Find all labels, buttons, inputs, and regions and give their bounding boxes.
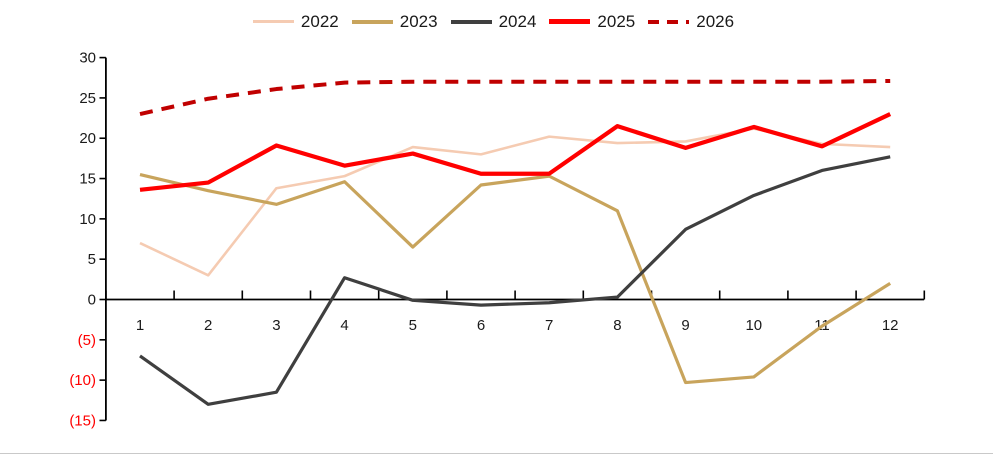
- x-tick-label: 1: [136, 317, 144, 334]
- legend-item: 2023: [351, 12, 444, 31]
- x-tick-label: 9: [681, 317, 689, 334]
- bottom-divider: [0, 453, 993, 454]
- series-line-2024: [139, 155, 891, 406]
- legend-item: 2026: [648, 13, 740, 30]
- legend-label: 2025: [597, 12, 636, 31]
- x-tick-label: 7: [545, 317, 553, 334]
- y-tick-label: (15): [69, 412, 96, 429]
- chart-legend: 2022 2023 2024 2025 2026: [0, 13, 993, 30]
- series-line-2023: [139, 172, 892, 385]
- y-tick-label: (10): [69, 372, 96, 389]
- legend-label: 2026: [696, 12, 735, 31]
- series-line-2025: [139, 112, 892, 192]
- x-tick-label: 5: [409, 317, 417, 334]
- legend-swatch-line: [351, 19, 393, 24]
- x-tick-label: 4: [340, 317, 348, 334]
- y-tick-label: 5: [88, 251, 96, 268]
- legend-swatch-line: [252, 20, 294, 23]
- y-tick-label: (5): [78, 332, 96, 349]
- series-line-2022: [139, 127, 891, 277]
- legend-label: 2022: [300, 12, 339, 31]
- legend-label: 2024: [498, 12, 537, 31]
- legend-item: 2022: [252, 12, 345, 31]
- legend-item: 2024: [450, 12, 543, 31]
- legend-swatch-line: [450, 19, 492, 24]
- x-tick-label: 3: [272, 317, 280, 334]
- x-tick-label: 10: [745, 317, 762, 334]
- y-tick-label: 20: [79, 130, 96, 147]
- y-tick-label: 30: [79, 50, 96, 67]
- x-tick-label: 6: [477, 317, 485, 334]
- x-tick-label: 8: [613, 317, 621, 334]
- y-tick-label: 15: [79, 171, 96, 188]
- x-tick-label: 12: [882, 317, 899, 334]
- legend-swatch-line: [549, 19, 591, 24]
- legend-item: 2025: [549, 13, 641, 30]
- series-line-2026: [139, 78, 891, 116]
- x-tick-label: 2: [204, 317, 212, 334]
- y-tick-label: 10: [79, 211, 96, 228]
- legend-label: 2023: [399, 12, 438, 31]
- y-tick-label: 0: [88, 292, 96, 309]
- legend-swatch-line: [648, 19, 690, 24]
- y-tick-label: 25: [79, 90, 96, 107]
